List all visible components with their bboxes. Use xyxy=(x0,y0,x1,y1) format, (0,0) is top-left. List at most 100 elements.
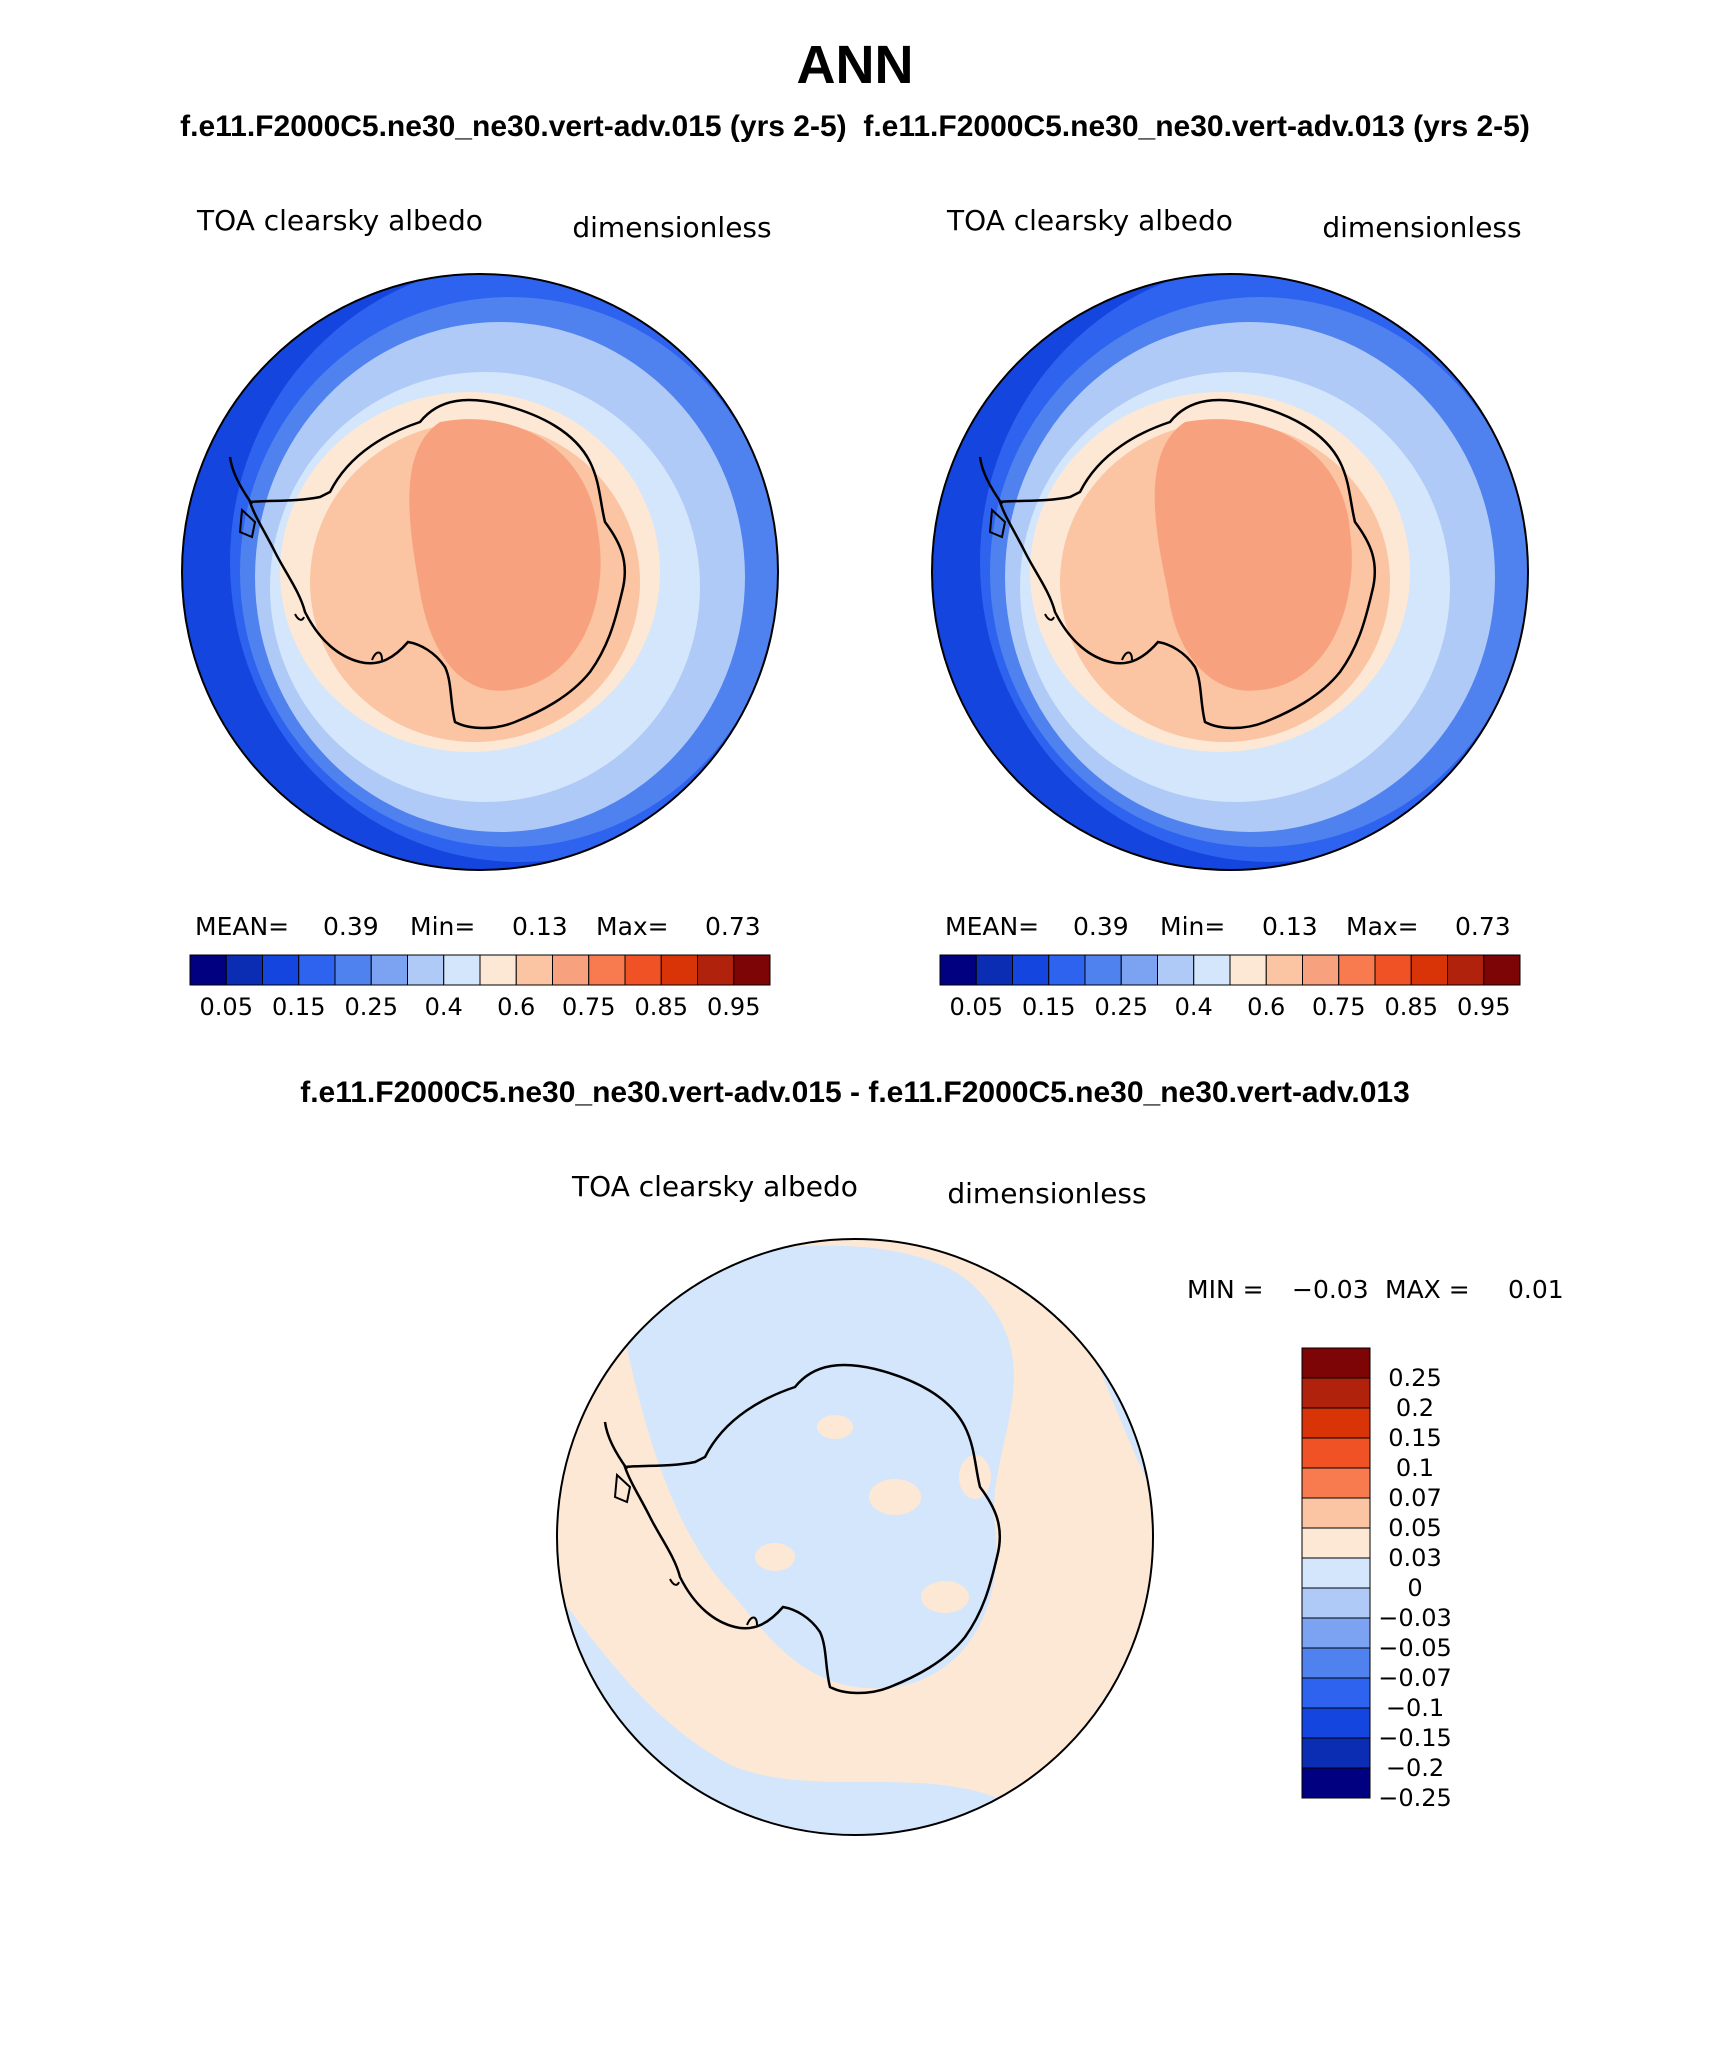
colorbar-tick-label: 0.25 xyxy=(345,993,398,1021)
colorbar-swatch xyxy=(298,954,336,986)
map-b-min-value: 0.13 xyxy=(1262,912,1318,941)
colorbar-swatch xyxy=(552,954,590,986)
colorbar-swatch xyxy=(1265,954,1303,986)
colorbar-swatch xyxy=(1157,954,1195,986)
colorbar-tick-label: 0.25 xyxy=(1388,1364,1441,1392)
map-panel-diff: TOA clearsky albedo dimensionless MIN = … xyxy=(556,1170,1564,1836)
colorbar-tick-label: 0.05 xyxy=(200,993,253,1021)
map-a-min-value: 0.13 xyxy=(512,912,568,941)
map-a-units-label: dimensionless xyxy=(572,211,771,244)
map-b-globe xyxy=(931,273,1529,871)
colorbar-swatch xyxy=(189,954,227,986)
map-a-mean-value: 0.39 xyxy=(323,912,379,941)
colorbar-swatch xyxy=(1302,954,1340,986)
colorbar-swatch xyxy=(1301,1527,1371,1559)
colorbar-swatch xyxy=(370,954,408,986)
colorbar-swatch xyxy=(1048,954,1086,986)
colorbar-swatch xyxy=(407,954,445,986)
map-b-mean-value: 0.39 xyxy=(1073,912,1129,941)
colorbar-tick-label: −0.25 xyxy=(1378,1784,1452,1812)
colorbar-swatch xyxy=(1447,954,1485,986)
colorbar-tick-label: −0.1 xyxy=(1386,1694,1444,1722)
colorbar-swatch xyxy=(1483,954,1521,986)
colorbar-swatch xyxy=(1301,1467,1371,1499)
colorbar-swatch xyxy=(1410,954,1448,986)
colorbar-swatch xyxy=(443,954,481,986)
colorbar-tick-label: 0.15 xyxy=(1388,1424,1441,1452)
map-b-units-label: dimensionless xyxy=(1322,211,1521,244)
colorbar-swatch xyxy=(975,954,1013,986)
map-panel-b: TOA clearsky albedo dimensionless MEAN= … xyxy=(931,204,1529,1021)
colorbar-tick-label: −0.07 xyxy=(1378,1664,1452,1692)
map-b-colorbar: 0.05 0.15 0.25 0.4 0.6 0.75 0.85 0.95 xyxy=(939,954,1521,1021)
map-a-max-value: 0.73 xyxy=(705,912,761,941)
colorbar-tick-label: 0.85 xyxy=(1385,993,1438,1021)
colorbar-swatch xyxy=(697,954,735,986)
diff-variable-label: TOA clearsky albedo xyxy=(571,1170,858,1203)
map-a-stats: MEAN= 0.39 Min= 0.13 Max= 0.73 xyxy=(195,912,761,941)
colorbar-tick-label: 0.85 xyxy=(635,993,688,1021)
map-b-min-label: Min= xyxy=(1160,912,1225,941)
map-a-max-label: Max= xyxy=(596,912,669,941)
map-a-variable-label: TOA clearsky albedo xyxy=(196,204,483,237)
colorbar-swatch xyxy=(1301,1377,1371,1409)
colorbar-swatch xyxy=(1120,954,1158,986)
colorbar-tick-label: 0.6 xyxy=(497,993,535,1021)
colorbar-swatch xyxy=(1301,1707,1371,1739)
diff-min-label: MIN = xyxy=(1187,1275,1264,1304)
colorbar-tick-label: 0.95 xyxy=(1457,993,1510,1021)
colorbar-swatch xyxy=(1374,954,1412,986)
colorbar-tick-label: 0.15 xyxy=(1022,993,1075,1021)
colorbar-tick-label: 0.75 xyxy=(1312,993,1365,1021)
map-a-colorbar: 0.05 0.15 0.25 0.4 0.6 0.75 0.85 0.95 xyxy=(189,954,771,1021)
colorbar-swatch xyxy=(334,954,372,986)
colorbar-swatch xyxy=(479,954,517,986)
colorbar-swatch xyxy=(588,954,626,986)
colorbar-tick-label: 0.07 xyxy=(1388,1484,1441,1512)
colorbar-swatch xyxy=(1338,954,1376,986)
map-b-mean-label: MEAN= xyxy=(945,912,1039,941)
colorbar-tick-label: 0.05 xyxy=(1388,1514,1441,1542)
colorbar-tick-label: 0.1 xyxy=(1396,1454,1434,1482)
colorbar-swatch xyxy=(1301,1347,1371,1379)
colorbar-tick-label: 0.75 xyxy=(562,993,615,1021)
colorbar-tick-label: −0.05 xyxy=(1378,1634,1452,1662)
case-b-title: f.e11.F2000C5.ne30_ne30.vert-adv.013 (yr… xyxy=(863,110,1530,143)
colorbar-tick-label: 0.25 xyxy=(1095,993,1148,1021)
colorbar-swatch xyxy=(1301,1557,1371,1589)
colorbar-swatch xyxy=(1084,954,1122,986)
case-header: f.e11.F2000C5.ne30_ne30.vert-adv.015 (yr… xyxy=(0,110,1710,144)
map-a-globe xyxy=(181,273,779,871)
colorbar-swatch xyxy=(660,954,698,986)
diff-stats: MIN = −0.03 MAX = 0.01 xyxy=(1187,1275,1564,1304)
colorbar-tick-label: 0.03 xyxy=(1388,1544,1441,1572)
colorbar-tick-label: 0 xyxy=(1407,1574,1422,1602)
diff-min-value: −0.03 xyxy=(1292,1275,1369,1304)
colorbar-swatch xyxy=(1301,1767,1371,1799)
colorbar-swatch xyxy=(1301,1407,1371,1439)
map-b-variable-label: TOA clearsky albedo xyxy=(946,204,1233,237)
colorbar-swatch xyxy=(262,954,300,986)
colorbar-swatch xyxy=(1012,954,1050,986)
colorbar-swatch xyxy=(1301,1437,1371,1469)
colorbar-swatch xyxy=(1301,1617,1371,1649)
colorbar-swatch xyxy=(624,954,662,986)
colorbar-swatch xyxy=(733,954,771,986)
map-b-max-label: Max= xyxy=(1346,912,1419,941)
diff-colorbar: 0.250.20.150.10.070.050.030−0.03−0.05−0.… xyxy=(1301,1347,1452,1812)
colorbar-tick-label: 0.2 xyxy=(1396,1394,1434,1422)
map-a-min-label: Min= xyxy=(410,912,475,941)
colorbar-tick-label: 0.95 xyxy=(707,993,760,1021)
case-a-title: f.e11.F2000C5.ne30_ne30.vert-adv.015 (yr… xyxy=(180,110,847,143)
colorbar-swatch xyxy=(225,954,263,986)
colorbar-swatch xyxy=(1193,954,1231,986)
colorbar-tick-label: 0.4 xyxy=(1175,993,1213,1021)
colorbar-swatch xyxy=(1301,1677,1371,1709)
colorbar-swatch xyxy=(1301,1497,1371,1529)
figure-title: ANN xyxy=(796,35,914,95)
colorbar-swatch xyxy=(515,954,553,986)
colorbar-tick-label: −0.03 xyxy=(1378,1604,1452,1632)
map-a-mean-label: MEAN= xyxy=(195,912,289,941)
diff-max-label: MAX = xyxy=(1385,1275,1470,1304)
